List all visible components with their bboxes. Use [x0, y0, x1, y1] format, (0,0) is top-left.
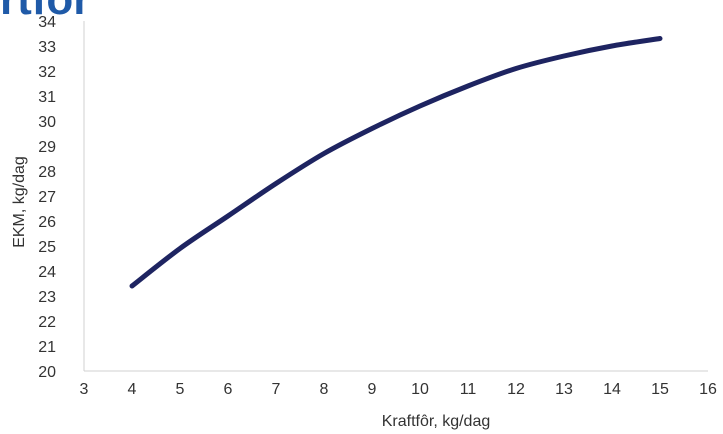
y-tick-label: 26 — [38, 214, 56, 231]
x-tick-label: 16 — [699, 381, 717, 398]
y-tick-label: 24 — [38, 264, 56, 281]
x-tick-label: 4 — [128, 381, 137, 398]
page-title-fragment: rtfôr — [0, 0, 90, 22]
x-tick-label: 9 — [368, 381, 377, 398]
x-axis-label: Kraftfôr, kg/dag — [382, 413, 491, 430]
x-tick-label: 12 — [507, 381, 525, 398]
x-tick-label: 8 — [320, 381, 329, 398]
series-group — [129, 36, 663, 289]
y-tick-label: 33 — [38, 39, 56, 56]
series-line — [129, 36, 663, 289]
y-tick-label: 22 — [38, 314, 56, 331]
x-tick-label: 13 — [555, 381, 573, 398]
x-tick-label: 10 — [411, 381, 429, 398]
y-tick-label: 29 — [38, 139, 56, 156]
y-tick-label: 27 — [38, 189, 56, 206]
y-tick-label: 20 — [38, 364, 56, 381]
y-tick-label: 34 — [38, 14, 56, 31]
y-axis-label: EKM, kg/dag — [11, 156, 28, 248]
x-tick-label: 14 — [603, 381, 621, 398]
x-tick-label: 3 — [80, 381, 89, 398]
y-tick-label: 21 — [38, 339, 56, 356]
y-tick-label: 28 — [38, 164, 56, 181]
x-tick-label: 6 — [224, 381, 233, 398]
axes — [83, 21, 708, 372]
y-tick-label: 25 — [38, 239, 56, 256]
y-tick-label: 30 — [38, 114, 56, 131]
x-tick-label: 15 — [651, 381, 669, 398]
y-tick-label: 32 — [38, 64, 56, 81]
y-tick-label: 31 — [38, 89, 56, 106]
x-tick-label: 11 — [460, 381, 477, 398]
y-axis-ticks: 20 21 22 23 24 25 26 27 28 29 30 31 32 33 34 — [38, 14, 56, 381]
x-axis-ticks: 3 4 5 6 7 8 9 10 11 12 13 14 15 16 — [80, 381, 717, 398]
y-tick-label: 23 — [38, 289, 56, 306]
x-tick-label: 7 — [272, 381, 281, 398]
x-tick-label: 5 — [176, 381, 185, 398]
